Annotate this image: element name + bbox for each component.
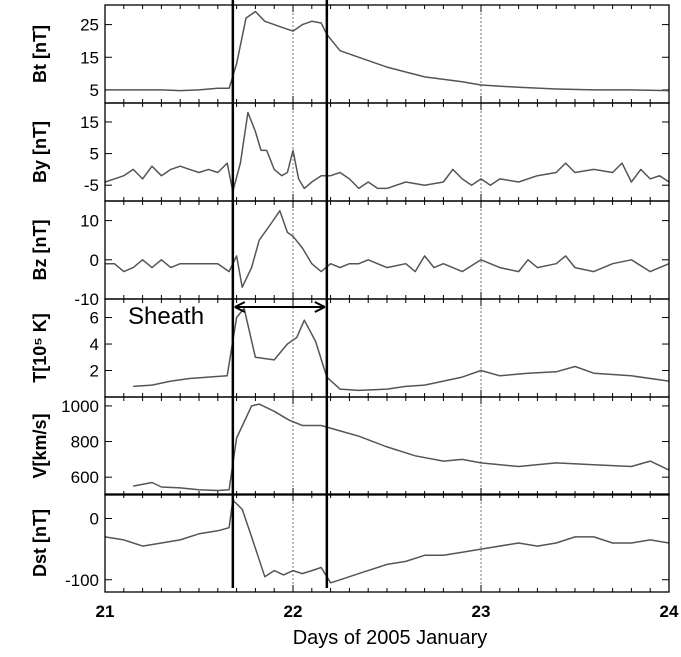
- y-tick-label: 600: [71, 468, 99, 487]
- y-tick-label: 0: [90, 510, 99, 529]
- y-tick-label: 6: [90, 309, 99, 328]
- y-axis-label: V[km/s]: [30, 413, 50, 478]
- series-line-5: [133, 403, 670, 492]
- series-line-3: [105, 210, 670, 288]
- panel-5: 600 800 1000 V[km/s]: [30, 396, 670, 496]
- y-tick-label: 4: [90, 335, 99, 354]
- y-tick-label: -100: [65, 571, 99, 590]
- y-tick-label: 15: [80, 48, 99, 67]
- panel-frame: [104, 396, 670, 496]
- y-tick-label: -5: [84, 176, 99, 195]
- overlay-group: Sheath 21 22 23 24 Days of 2005 January: [96, 0, 679, 649]
- y-axis-label: T[10⁵ K]: [30, 313, 50, 382]
- x-tick-label: 22: [284, 602, 303, 621]
- sheath-label: Sheath: [128, 303, 204, 330]
- x-tick-label: 21: [96, 602, 115, 621]
- y-axis-label: Bz [nT]: [30, 220, 50, 281]
- panel-frame: [104, 493, 670, 593]
- panel-2: -5 5 15 By [nT]: [30, 102, 670, 202]
- series-line-2: [104, 111, 670, 193]
- y-tick-label: 800: [71, 433, 99, 452]
- panel-3: -10 0 10 Bz [nT]: [30, 200, 670, 309]
- y-tick-label: 10: [80, 212, 99, 231]
- y-tick-label: 5: [90, 145, 99, 164]
- x-tick-label: 23: [472, 602, 491, 621]
- y-tick-label: 25: [80, 16, 99, 35]
- y-tick-label: -10: [74, 290, 99, 309]
- x-tick-label: 24: [660, 602, 679, 621]
- y-tick-label: 0: [90, 251, 99, 270]
- panel-1: 5 15 25 Bt [nT]: [30, 4, 670, 104]
- series-line-1: [105, 10, 670, 92]
- series-line-6: [104, 499, 670, 584]
- panel-frame: [104, 200, 670, 300]
- y-axis-label: Dst [nT]: [30, 509, 50, 577]
- panel-frame: [104, 102, 670, 202]
- y-tick-label: 15: [80, 113, 99, 132]
- y-axis-label: By [nT]: [30, 121, 50, 183]
- series-line-4: [133, 307, 670, 392]
- panel-frame: [104, 4, 670, 104]
- panel-6: -100 0 Dst [nT]: [30, 493, 670, 593]
- sheath-arrowhead-left: [234, 301, 246, 313]
- sheath-arrowhead-right: [314, 301, 326, 313]
- y-tick-label: 1000: [61, 397, 99, 416]
- y-tick-label: 2: [90, 362, 99, 381]
- x-axis-label: Days of 2005 January: [293, 627, 488, 649]
- y-tick-label: 5: [90, 81, 99, 100]
- panel-4: 2 4 6 T[10⁵ K]: [30, 298, 670, 398]
- y-axis-label: Bt [nT]: [30, 25, 50, 83]
